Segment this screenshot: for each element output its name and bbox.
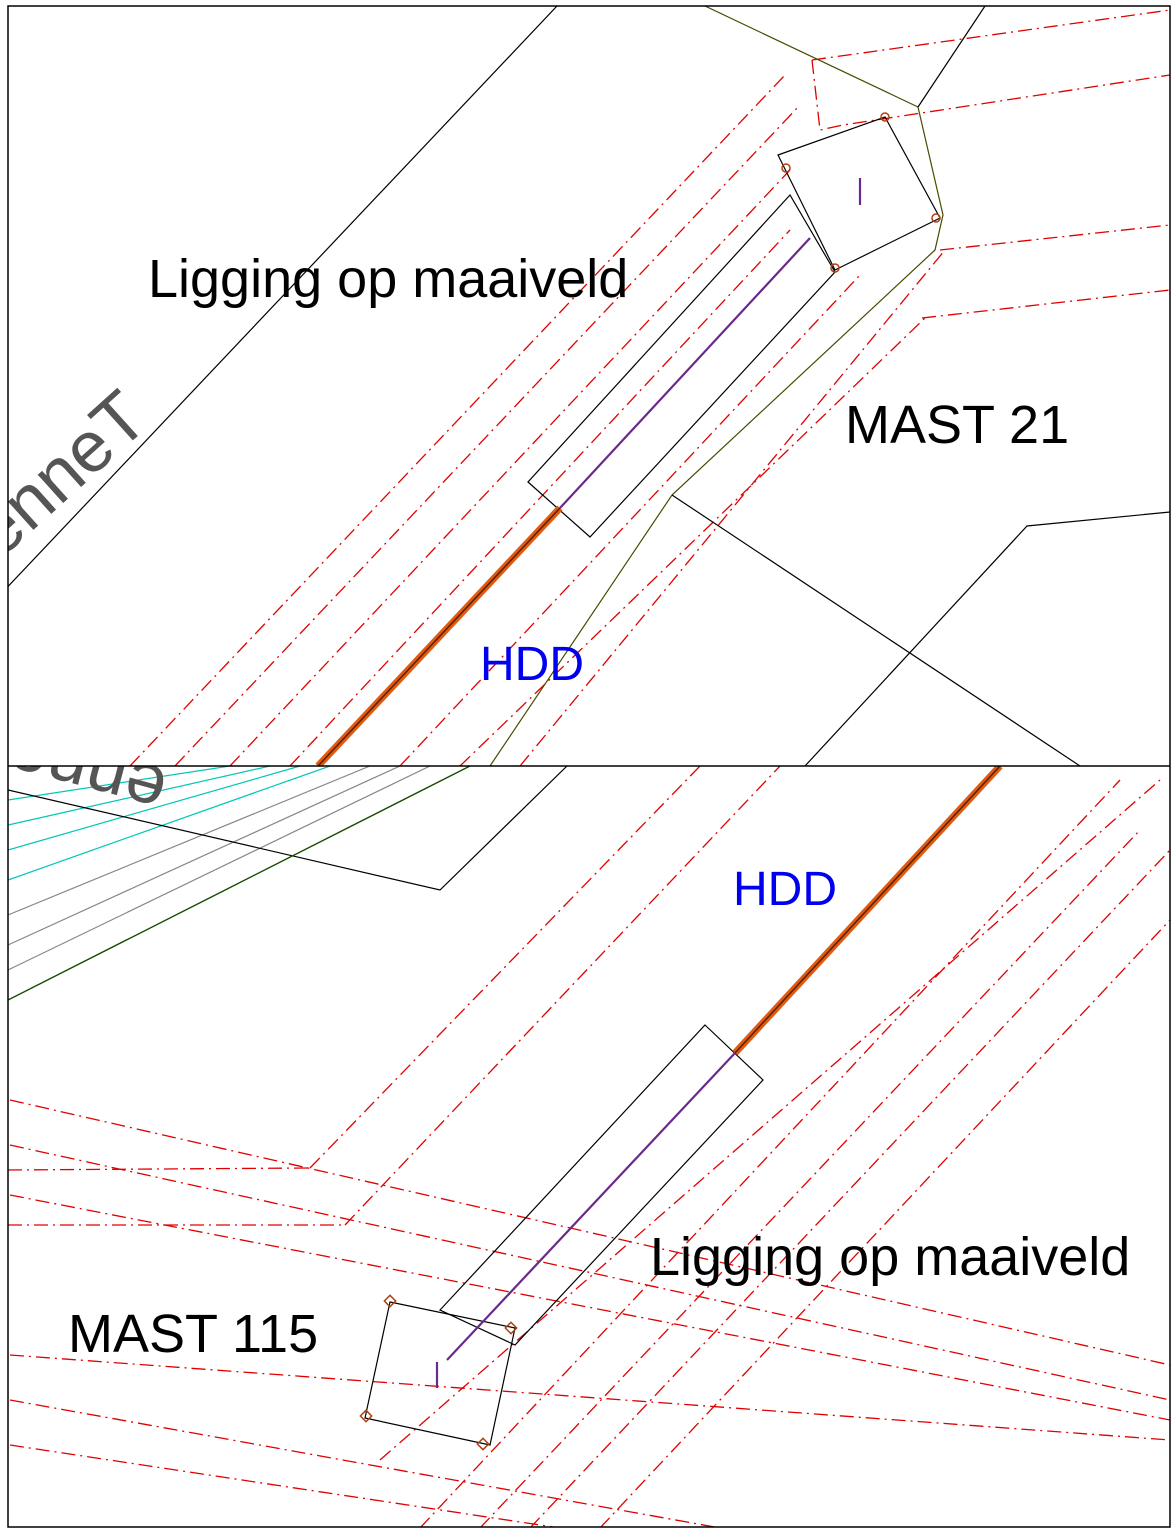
method-label: HDD (480, 638, 584, 691)
panel-top: Ligging op maaiveld MAST 21 HDD enneT (0, 6, 1170, 766)
mast-label: MAST 115 (68, 1304, 318, 1364)
surface-label: Ligging op maaiveld (650, 1227, 1130, 1287)
red-dashed (129, 9, 1170, 766)
owner-label: enneT (0, 376, 162, 572)
panel-bottom: HDD Ligging op maaiveld MAST 115 enneT (0, 702, 1170, 1527)
owner-label: enneT (0, 702, 174, 832)
mast-label: MAST 21 (845, 395, 1069, 455)
surface-label: Ligging op maaiveld (148, 249, 628, 309)
red-dashed (8, 766, 1170, 1527)
method-label: HDD (733, 863, 837, 916)
